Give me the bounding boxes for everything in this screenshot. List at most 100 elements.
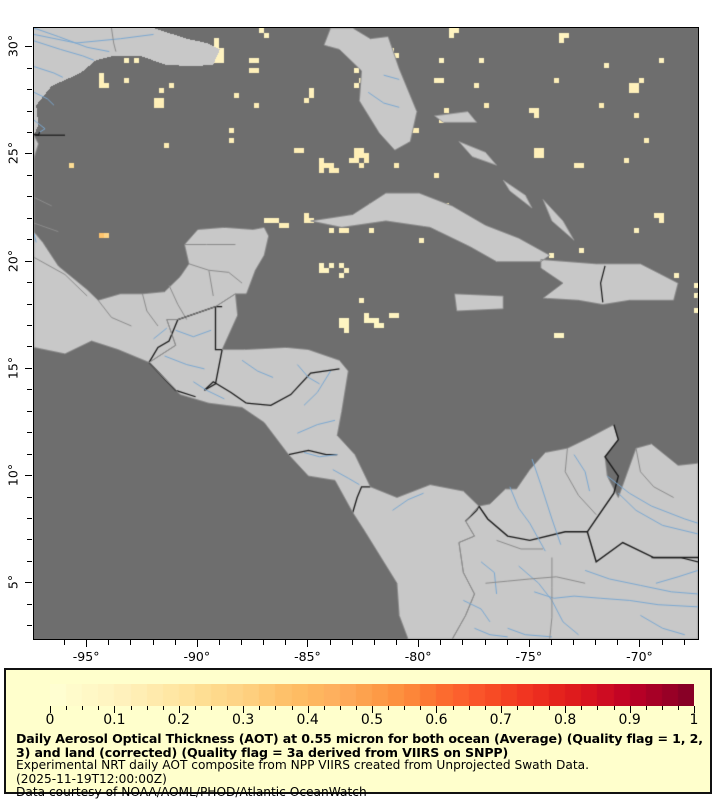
- x-axis-label: -85°: [294, 649, 321, 664]
- x-axis-label: -75°: [515, 649, 543, 664]
- y-tick-minor: [27, 324, 32, 326]
- x-tick-minor: [329, 640, 331, 645]
- caption-line-1: Experimental NRT daily AOT composite fro…: [16, 758, 590, 772]
- y-tick-minor: [27, 496, 32, 498]
- x-tick-minor: [63, 640, 65, 645]
- colorbar-tick-minor: [227, 706, 229, 710]
- colorbar-tick-minor: [82, 706, 84, 710]
- x-tick-minor: [440, 640, 442, 645]
- y-tick-minor: [27, 110, 32, 112]
- colorbar-wrap: [50, 684, 694, 706]
- colorbar-label: 0.8: [554, 712, 577, 728]
- y-tick-minor: [27, 539, 32, 541]
- y-tick-major: [25, 475, 32, 477]
- colorbar-tick-minor: [645, 706, 647, 710]
- x-axis-label: -95°: [72, 649, 100, 664]
- y-axis-label: 25°: [5, 142, 21, 165]
- colorbar-tick-minor: [146, 706, 148, 710]
- x-tick-minor: [285, 640, 287, 645]
- colorbar-tick-minor: [259, 706, 261, 710]
- colorbar-tick-minor: [533, 706, 534, 710]
- x-tick-major: [418, 640, 420, 647]
- x-tick-major: [639, 640, 641, 647]
- colorbar-ticks: [50, 706, 695, 713]
- y-tick-minor: [27, 346, 32, 348]
- x-tick-minor: [174, 640, 176, 645]
- y-tick-minor: [27, 517, 32, 519]
- map-plot-area[interactable]: [33, 27, 699, 640]
- colorbar-label: 0.6: [425, 712, 448, 728]
- colorbar-tick-minor: [162, 706, 164, 710]
- y-tick-major: [25, 153, 32, 155]
- y-tick-minor: [27, 239, 32, 241]
- y-tick-minor: [27, 560, 32, 562]
- colorbar-tick-minor: [211, 706, 212, 710]
- y-tick-minor: [27, 196, 32, 198]
- x-tick-minor: [241, 640, 243, 645]
- colorbar-label: 0.3: [232, 712, 255, 728]
- y-axis-label: 30°: [5, 35, 21, 58]
- colorbar-tick-labels: 0 0.1 0.2 0.3 0.4 0.5 0.6 0.7 0.8 0.9 1: [6, 712, 714, 730]
- y-tick-major: [25, 367, 32, 369]
- colorbar-tick-major: [565, 706, 567, 713]
- x-tick-minor: [395, 640, 397, 645]
- y-tick-minor: [27, 410, 32, 412]
- x-tick-major: [86, 640, 88, 647]
- y-tick-minor: [27, 174, 32, 176]
- colorbar-tick-major: [114, 706, 116, 713]
- colorbar-tick-minor: [581, 706, 583, 710]
- y-tick-minor: [27, 432, 32, 434]
- x-tick-major: [307, 640, 309, 647]
- caption-line-3: Data courtesy of NOAA/AOML/PHOD/Atlantic…: [16, 785, 367, 800]
- x-tick-minor: [595, 640, 597, 645]
- y-tick-major: [25, 46, 32, 48]
- y-tick-minor: [27, 453, 32, 455]
- colorbar-gradient: [50, 684, 694, 706]
- x-tick-minor: [661, 640, 663, 645]
- y-tick-major: [25, 582, 32, 584]
- y-tick-minor: [27, 67, 32, 69]
- x-tick-minor: [152, 640, 154, 645]
- x-axis-label: -70°: [626, 649, 653, 664]
- colorbar-tick-minor: [452, 706, 454, 710]
- caption-line-2: (2025-11-19T12:00:00Z): [16, 771, 167, 786]
- aot-raster-canvas: [34, 28, 698, 639]
- x-tick-minor: [617, 640, 619, 645]
- y-tick-minor: [27, 389, 32, 391]
- caption-title: Daily Aerosol Optical Thickness (AOT) at…: [16, 731, 703, 760]
- y-tick-minor: [27, 303, 32, 305]
- y-axis-label: 5°: [5, 575, 21, 590]
- colorbar-label: 1: [689, 712, 699, 728]
- x-tick-minor: [683, 640, 685, 645]
- y-tick-minor: [27, 132, 32, 134]
- x-tick-major: [196, 640, 198, 647]
- colorbar-tick-major: [243, 706, 245, 713]
- colorbar-tick-minor: [291, 706, 293, 710]
- colorbar-label: 0.2: [167, 712, 190, 728]
- colorbar-tick-minor: [677, 706, 679, 710]
- colorbar-tick-minor: [323, 706, 325, 710]
- x-tick-minor: [484, 640, 486, 645]
- colorbar-tick-minor: [661, 706, 663, 710]
- x-tick-minor: [462, 640, 464, 645]
- x-tick-minor: [550, 640, 552, 645]
- x-tick-minor: [108, 640, 110, 645]
- legend-panel: 0 0.1 0.2 0.3 0.4 0.5 0.6 0.7 0.8 0.9 1 Daily Aero…: [4, 668, 714, 799]
- colorbar-tick-minor: [516, 706, 518, 710]
- x-tick-minor: [373, 640, 375, 645]
- colorbar-tick-minor: [388, 706, 390, 710]
- colorbar-tick-major: [178, 706, 180, 713]
- colorbar-tick-major: [307, 706, 309, 713]
- colorbar-label: 0.7: [489, 712, 512, 728]
- x-tick-minor: [506, 640, 508, 645]
- colorbar-label: 0.5: [360, 712, 384, 728]
- y-axis-label: 20°: [5, 249, 21, 272]
- colorbar-label: 0: [45, 712, 55, 728]
- colorbar-label: 0.9: [618, 712, 641, 728]
- colorbar-tick-minor: [194, 706, 196, 710]
- y-tick-minor: [27, 282, 32, 284]
- colorbar-tick-minor: [275, 706, 277, 710]
- colorbar-tick-minor: [355, 706, 357, 710]
- colorbar-tick-minor: [484, 706, 486, 710]
